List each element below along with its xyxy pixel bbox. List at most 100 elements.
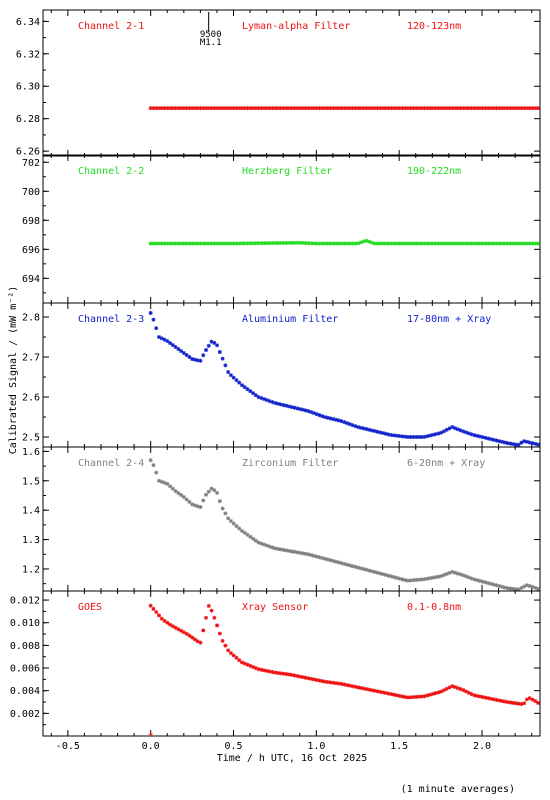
data-point	[212, 106, 217, 111]
data-point	[215, 241, 220, 246]
data-point	[292, 240, 297, 245]
data-point	[494, 697, 499, 702]
y-tick-label: 0.006	[10, 664, 40, 675]
data-point	[168, 106, 173, 111]
data-point	[389, 433, 394, 438]
data-point	[500, 699, 505, 704]
data-point	[533, 441, 538, 446]
data-point	[331, 680, 336, 685]
data-point	[159, 106, 164, 111]
data-point	[480, 241, 485, 246]
data-point	[502, 585, 507, 590]
data-point	[480, 579, 485, 584]
data-point	[508, 241, 513, 246]
data-point	[392, 106, 397, 111]
data-point	[455, 427, 460, 432]
data-point	[372, 106, 377, 111]
data-point	[212, 488, 217, 493]
data-point	[237, 526, 242, 531]
panel-channel-label: Channel 2-1	[78, 21, 144, 32]
data-point	[411, 695, 416, 700]
data-point	[311, 677, 316, 682]
data-point	[364, 427, 369, 432]
data-point	[522, 106, 527, 111]
data-point	[201, 628, 206, 633]
data-point	[253, 241, 258, 246]
data-point	[151, 241, 156, 246]
data-point	[295, 674, 300, 679]
data-point	[488, 106, 493, 111]
data-point	[239, 383, 244, 388]
y-tick-label: 6.30	[16, 82, 40, 93]
data-point	[334, 681, 339, 686]
data-point	[267, 241, 272, 246]
data-point	[394, 693, 399, 698]
data-point	[527, 106, 532, 111]
data-point	[278, 671, 283, 676]
y-tick-label: 0.012	[10, 596, 40, 607]
data-point	[436, 574, 441, 579]
data-point	[356, 106, 361, 111]
data-point	[522, 584, 527, 589]
data-point	[455, 686, 460, 691]
data-point	[273, 241, 278, 246]
data-point	[464, 106, 469, 111]
data-point	[317, 555, 322, 560]
data-point	[298, 550, 303, 555]
data-point	[353, 684, 358, 689]
data-point	[295, 240, 300, 245]
data-point	[206, 106, 211, 111]
data-point	[453, 685, 458, 690]
data-point	[248, 241, 253, 246]
data-point	[159, 479, 164, 484]
data-point	[411, 578, 416, 583]
data-point	[345, 421, 350, 426]
data-point	[281, 106, 286, 111]
data-point	[394, 575, 399, 580]
panels-group: 6.26 6.28 6.30 6.32 6.34 Channel 2-1 Lyman-alp…	[10, 9, 541, 752]
data-point	[215, 623, 220, 628]
data-point	[475, 578, 480, 583]
data-point	[289, 549, 294, 554]
data-point	[447, 570, 452, 575]
data-point	[422, 106, 427, 111]
data-point	[309, 241, 314, 246]
panel-1: 6.26 6.28 6.30 6.32 6.34 Channel 2-1 Lyman-alp…	[16, 9, 541, 158]
data-point	[292, 673, 297, 678]
data-point	[502, 106, 507, 111]
panel-filter-label: Lyman-alpha Filter	[242, 21, 350, 32]
data-point	[170, 486, 175, 491]
data-point	[505, 700, 510, 705]
data-point	[314, 241, 319, 246]
data-point	[231, 375, 236, 380]
data-point	[419, 106, 424, 111]
data-point	[173, 345, 178, 350]
data-point	[530, 106, 535, 111]
data-point	[176, 241, 181, 246]
data-point	[375, 689, 380, 694]
data-point	[248, 663, 253, 668]
data-point	[278, 547, 283, 552]
data-point	[251, 536, 256, 541]
data-point	[206, 241, 211, 246]
data-point	[248, 106, 253, 111]
data-point	[389, 574, 394, 579]
data-point	[364, 687, 369, 692]
data-point	[275, 670, 280, 675]
data-point	[156, 241, 161, 246]
data-point	[417, 435, 422, 439]
data-point	[292, 106, 297, 111]
data-point	[287, 240, 292, 245]
data-point	[342, 561, 347, 566]
series-2	[148, 238, 541, 246]
data-point	[331, 106, 336, 111]
data-point	[425, 106, 430, 111]
data-point	[151, 463, 156, 468]
data-point	[486, 106, 491, 111]
data-point	[295, 550, 300, 555]
data-point	[425, 693, 430, 698]
data-point	[148, 458, 153, 463]
data-point	[165, 106, 170, 111]
data-point	[419, 241, 424, 246]
data-point	[508, 106, 513, 111]
